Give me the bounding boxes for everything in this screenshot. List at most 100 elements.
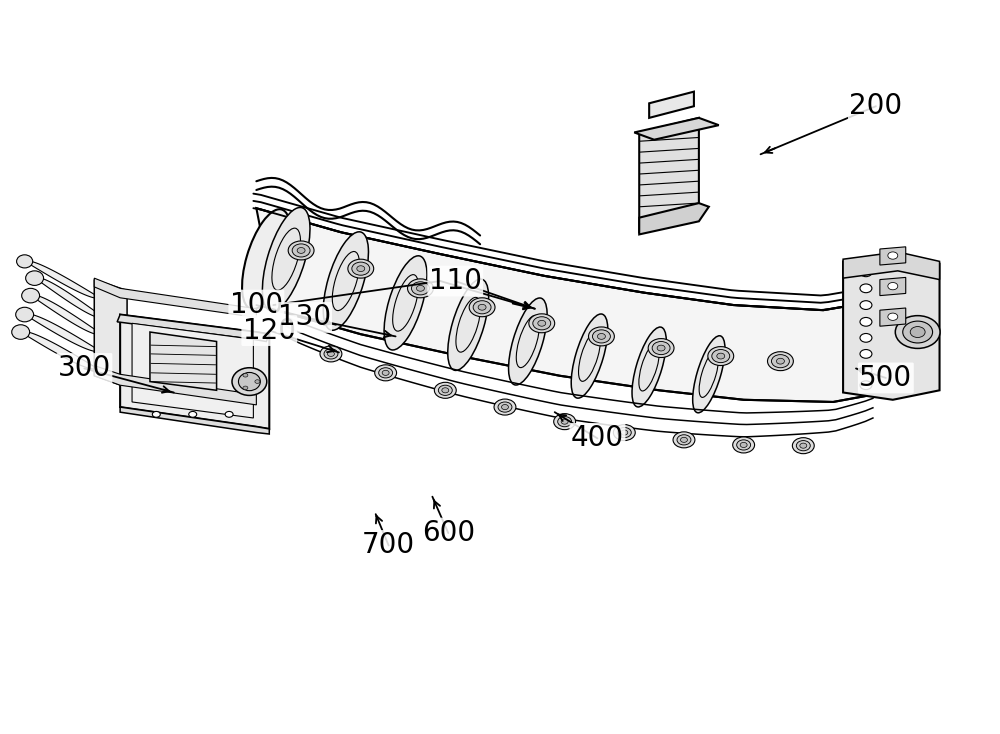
Polygon shape — [639, 118, 699, 232]
Ellipse shape — [768, 352, 793, 371]
Ellipse shape — [903, 321, 933, 343]
Ellipse shape — [478, 305, 486, 310]
Ellipse shape — [554, 414, 576, 429]
Ellipse shape — [648, 338, 674, 357]
Ellipse shape — [473, 301, 491, 314]
Polygon shape — [94, 278, 256, 318]
Ellipse shape — [860, 301, 872, 310]
Polygon shape — [120, 407, 269, 434]
Ellipse shape — [384, 256, 427, 350]
Ellipse shape — [860, 318, 872, 326]
Ellipse shape — [800, 443, 807, 448]
Ellipse shape — [680, 437, 687, 443]
Polygon shape — [880, 308, 906, 326]
Ellipse shape — [910, 327, 925, 338]
Ellipse shape — [796, 440, 810, 451]
Text: 600: 600 — [422, 519, 475, 547]
Ellipse shape — [416, 286, 424, 291]
Ellipse shape — [717, 353, 725, 359]
Polygon shape — [880, 277, 906, 296]
Ellipse shape — [617, 427, 631, 437]
Text: 700: 700 — [362, 531, 415, 559]
Text: 200: 200 — [849, 92, 902, 120]
Ellipse shape — [708, 346, 734, 366]
Ellipse shape — [327, 352, 334, 357]
Polygon shape — [880, 247, 906, 265]
Polygon shape — [843, 254, 940, 400]
Ellipse shape — [677, 435, 691, 445]
Ellipse shape — [243, 374, 248, 377]
Polygon shape — [150, 332, 217, 390]
Ellipse shape — [529, 314, 555, 333]
Ellipse shape — [232, 368, 267, 396]
Polygon shape — [25, 261, 100, 298]
Ellipse shape — [860, 268, 872, 277]
Polygon shape — [843, 252, 940, 280]
Polygon shape — [31, 295, 102, 335]
Ellipse shape — [17, 255, 33, 268]
Ellipse shape — [860, 349, 872, 358]
Ellipse shape — [189, 412, 197, 417]
Ellipse shape — [571, 314, 608, 398]
Ellipse shape — [26, 271, 44, 286]
Ellipse shape — [382, 370, 389, 375]
Text: 300: 300 — [58, 355, 111, 382]
Ellipse shape — [860, 284, 872, 293]
Ellipse shape — [737, 440, 751, 450]
Ellipse shape — [324, 349, 338, 359]
Ellipse shape — [558, 416, 572, 426]
Ellipse shape — [434, 382, 456, 399]
Polygon shape — [634, 118, 719, 139]
Ellipse shape — [733, 437, 755, 453]
Ellipse shape — [357, 266, 365, 272]
Ellipse shape — [740, 443, 747, 448]
Text: 100: 100 — [230, 291, 283, 319]
Ellipse shape — [621, 430, 628, 435]
Ellipse shape — [888, 252, 898, 259]
Ellipse shape — [533, 317, 551, 330]
Polygon shape — [94, 366, 256, 405]
Ellipse shape — [152, 412, 160, 417]
Ellipse shape — [632, 327, 666, 407]
Ellipse shape — [469, 298, 495, 317]
Ellipse shape — [561, 419, 568, 424]
Ellipse shape — [693, 335, 725, 413]
Ellipse shape — [652, 341, 670, 355]
Ellipse shape — [895, 316, 940, 349]
Ellipse shape — [448, 279, 489, 371]
Ellipse shape — [888, 283, 898, 290]
Ellipse shape — [771, 355, 789, 368]
Ellipse shape — [494, 399, 516, 415]
Ellipse shape — [597, 333, 605, 339]
Polygon shape — [639, 203, 709, 234]
Ellipse shape — [860, 366, 872, 374]
Ellipse shape — [320, 346, 342, 362]
Ellipse shape — [243, 386, 248, 390]
Ellipse shape — [323, 232, 368, 330]
Text: 120: 120 — [243, 316, 296, 344]
Ellipse shape — [592, 330, 610, 343]
Ellipse shape — [613, 424, 635, 440]
Polygon shape — [649, 92, 694, 118]
Polygon shape — [21, 332, 97, 369]
Ellipse shape — [408, 279, 433, 298]
Ellipse shape — [888, 313, 898, 320]
Ellipse shape — [498, 402, 512, 413]
Ellipse shape — [352, 262, 370, 275]
Polygon shape — [25, 314, 100, 352]
Ellipse shape — [847, 304, 892, 393]
Ellipse shape — [292, 244, 310, 257]
Ellipse shape — [238, 372, 260, 390]
Ellipse shape — [16, 308, 34, 321]
Ellipse shape — [379, 368, 393, 378]
Polygon shape — [132, 323, 253, 418]
Text: 500: 500 — [859, 364, 912, 392]
Ellipse shape — [297, 247, 305, 253]
Ellipse shape — [501, 404, 508, 410]
Ellipse shape — [860, 333, 872, 342]
Polygon shape — [120, 315, 269, 429]
Ellipse shape — [348, 259, 374, 278]
Ellipse shape — [442, 388, 449, 393]
Ellipse shape — [22, 288, 40, 303]
Text: 400: 400 — [571, 424, 624, 452]
